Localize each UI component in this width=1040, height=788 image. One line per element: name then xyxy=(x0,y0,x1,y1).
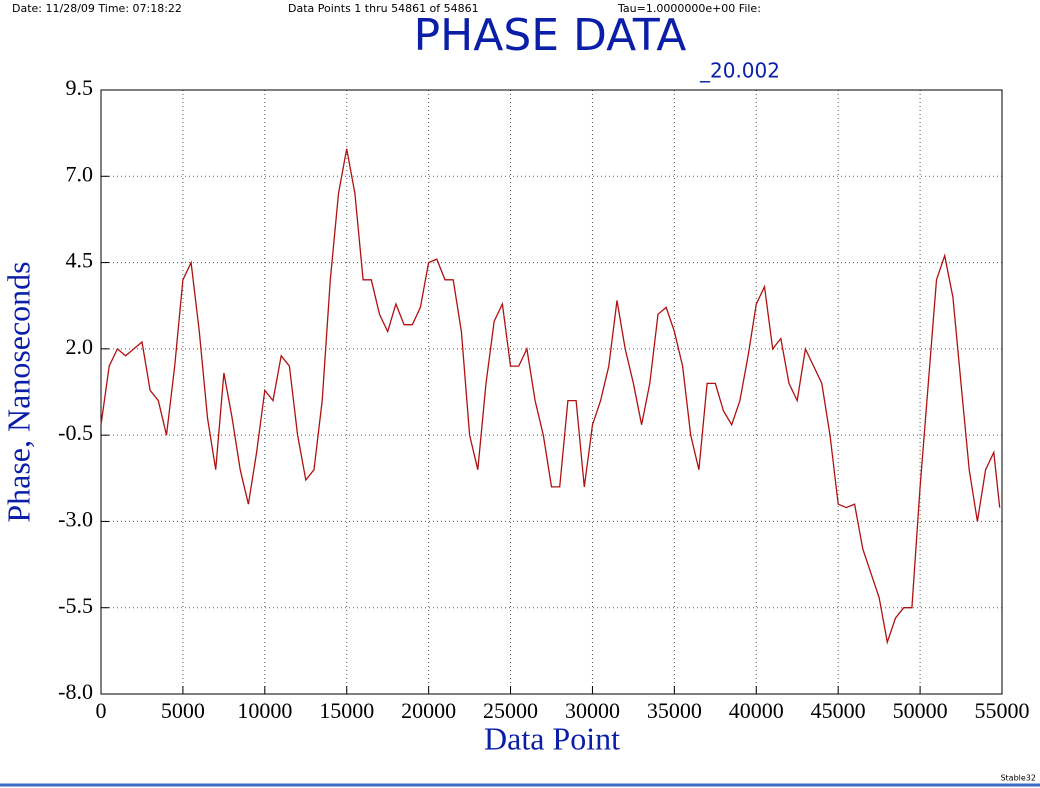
y-tick-label: 7.0 xyxy=(66,161,94,186)
x-tick-label: 30000 xyxy=(565,698,620,723)
y-tick-label: 2.0 xyxy=(66,334,94,359)
x-tick-label: 40000 xyxy=(729,698,784,723)
x-tick-label: 10000 xyxy=(237,698,292,723)
y-tick-label: -5.5 xyxy=(58,593,93,618)
x-tick-label: 35000 xyxy=(647,698,702,723)
chart-subtitle: _20.002 xyxy=(699,59,780,83)
x-tick-label: 25000 xyxy=(483,698,538,723)
x-tick-label: 50000 xyxy=(893,698,948,723)
y-tick-label: -8.0 xyxy=(58,679,93,704)
y-tick-label: 9.5 xyxy=(66,75,94,100)
header-tau: Tau=1.0000000e+00 File: xyxy=(617,2,761,15)
chart-title: PHASE DATA xyxy=(414,10,687,61)
footer: Stable32 xyxy=(1000,774,1036,783)
y-tick-label: -0.5 xyxy=(58,420,93,445)
x-tick-label: 0 xyxy=(96,698,107,723)
x-tick-label: 20000 xyxy=(401,698,456,723)
data-line xyxy=(100,148,1001,645)
x-tick-label: 45000 xyxy=(811,698,866,723)
plot-frame xyxy=(100,89,1003,695)
x-tick-label: 55000 xyxy=(975,698,1030,723)
header-date: Date: 11/28/09 Time: 07:18:22 xyxy=(12,2,182,15)
x-tick-label: 5000 xyxy=(161,698,205,723)
y-axis-label: Phase, Nanoseconds xyxy=(0,261,36,522)
x-axis-label: Data Point xyxy=(484,720,620,756)
header-points: Data Points 1 thru 54861 of 54861 xyxy=(288,2,479,15)
y-tick-label: 4.5 xyxy=(66,248,94,273)
y-tick-label: -3.0 xyxy=(58,506,93,531)
x-tick-label: 15000 xyxy=(319,698,374,723)
